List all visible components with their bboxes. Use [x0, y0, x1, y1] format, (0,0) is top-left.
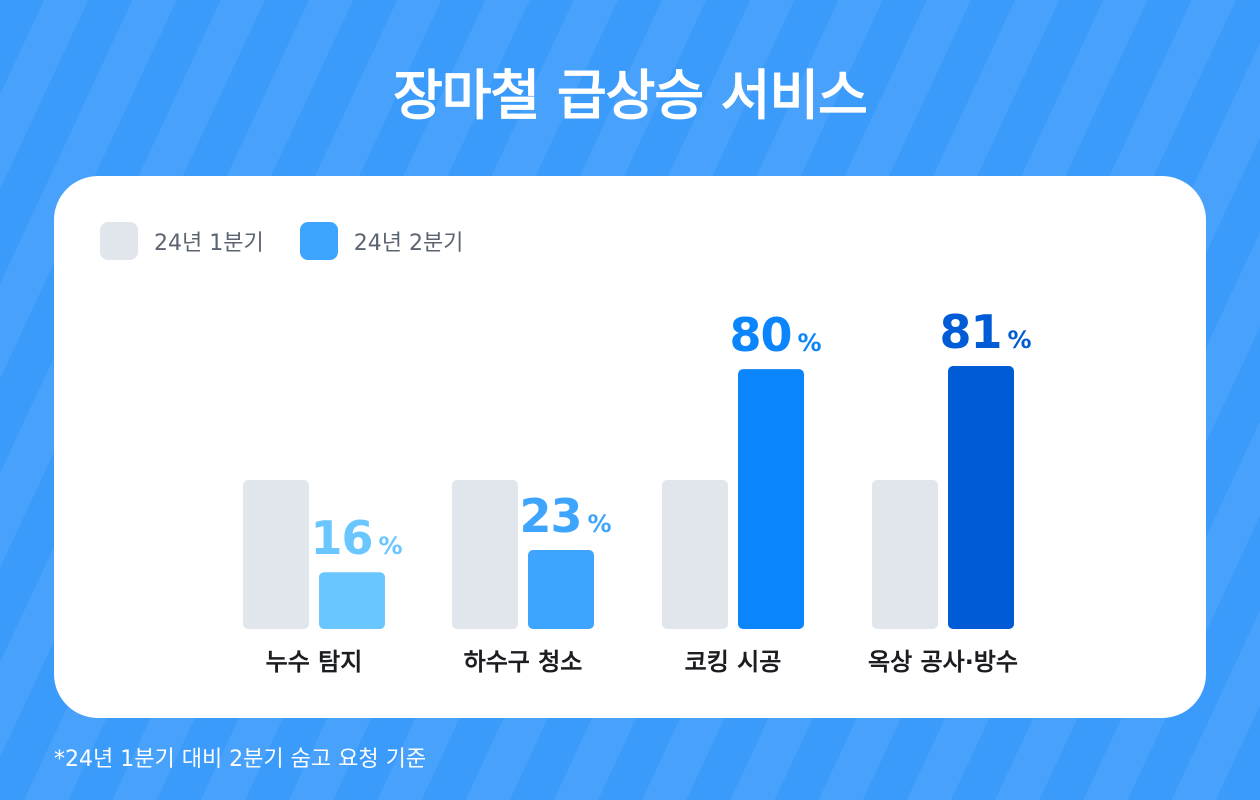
footnote: *24년 1분기 대비 2분기 숨고 요청 기준: [54, 747, 427, 772]
chart-card: 24년 1분기 24년 2분기 16% 누수 탐지 23% 하수구 청소 80% 코킹 시…: [54, 176, 1206, 718]
value-label-4: 81%: [939, 305, 1031, 359]
legend-swatch-q1: [100, 222, 138, 260]
chart-legend: 24년 1분기 24년 2분기: [100, 222, 499, 260]
bar-q2-4: [948, 366, 1014, 629]
category-label-4: 옥상 공사·방수: [868, 648, 1018, 676]
legend-item-q1: 24년 1분기: [100, 222, 264, 260]
category-label-3: 코킹 시공: [685, 648, 782, 676]
bar-q1-4: [872, 480, 938, 629]
legend-label-q2: 24년 2분기: [353, 231, 464, 256]
value-label-2: 23%: [519, 489, 611, 543]
bar-q2-1: [319, 572, 385, 629]
legend-swatch-q2: [299, 222, 338, 260]
bar-q2-2: [528, 550, 594, 629]
legend-label-q1: 24년 1분기: [154, 231, 264, 256]
value-label-3: 80%: [729, 308, 821, 362]
bar-chart: 16 % 누수 탐지 23 % 하수구 청소 80 % 코킹 시공 81 % 옥상 공사·방수: [243, 305, 1032, 676]
bar-q1-1: [243, 480, 309, 629]
bar-q1-2: [452, 480, 518, 629]
category-label-2: 하수구 청소: [464, 648, 583, 676]
legend-item-q2: 24년 2분기: [299, 222, 464, 260]
bar-q2-3: [738, 369, 804, 629]
value-label-1: 16%: [310, 511, 402, 565]
bar-q1-3: [662, 480, 728, 629]
page-title: 장마철 급상승 서비스: [393, 64, 868, 127]
category-label-1: 누수 탐지: [266, 648, 363, 676]
